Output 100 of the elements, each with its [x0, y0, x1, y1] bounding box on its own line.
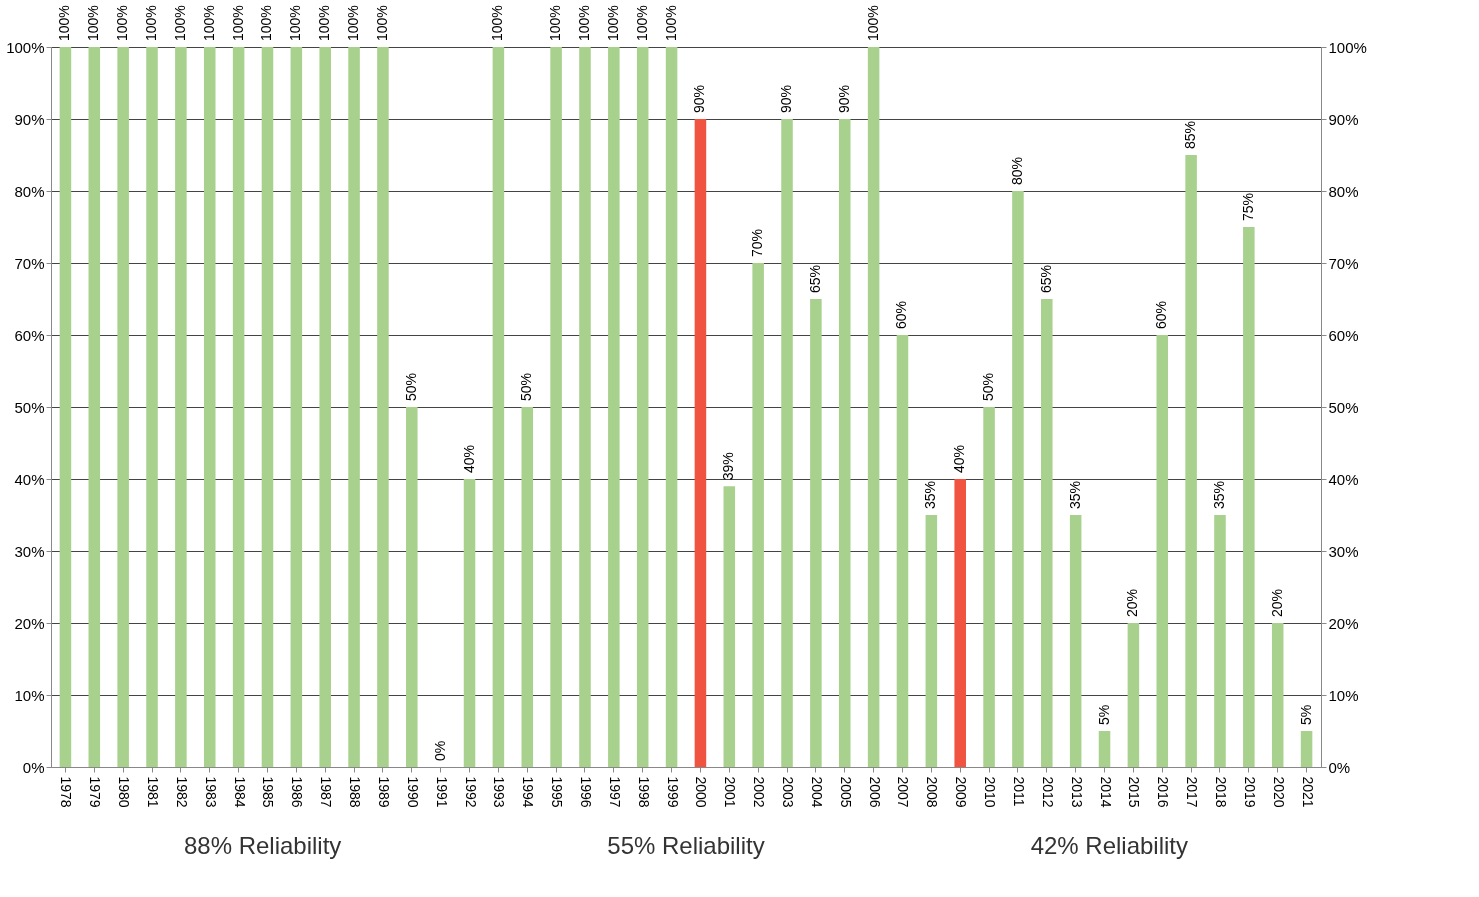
data-label: 100% [373, 5, 390, 41]
bar [838, 119, 851, 767]
bar [1243, 227, 1255, 767]
bar [781, 119, 793, 767]
x-tick-label: 1999 [664, 776, 681, 808]
y-tick-label: 50% [14, 398, 45, 416]
data-label: 60% [893, 300, 910, 329]
data-label: 100% [200, 5, 217, 41]
bar [348, 47, 360, 767]
y-tick-label: 60% [14, 326, 45, 344]
text: 55% Reliability [607, 832, 765, 859]
data-label: 100% [171, 5, 188, 41]
bar [925, 515, 938, 767]
x-tick-label: 1983 [202, 776, 219, 808]
data-label: 100% [258, 5, 275, 41]
x-tick-label: 2001 [722, 776, 739, 808]
x-tick-label: 2018 [1212, 776, 1229, 808]
data-label: 100% [287, 5, 304, 41]
bar [290, 47, 303, 767]
x-tick-label: 1979 [87, 776, 104, 808]
data-label: 100% [604, 5, 621, 41]
data-label: 35% [1066, 480, 1083, 509]
bar [1271, 623, 1284, 767]
x-tick-label: 1989 [375, 776, 392, 808]
x-tick-label: 2011 [1010, 776, 1027, 807]
x-tick-label: 1987 [318, 776, 335, 808]
x-tick-label: 2005 [837, 776, 854, 808]
bar [463, 479, 476, 767]
bar [1098, 731, 1111, 767]
y2-tick-label: 20% [1328, 614, 1359, 632]
x-tick-label: 1991 [433, 776, 450, 808]
y2-tick-label: 70% [1328, 254, 1359, 272]
data-label: 60% [1153, 300, 1170, 329]
bar [579, 47, 591, 767]
y-tick-label: 30% [14, 542, 45, 560]
x-tick-label: 1993 [491, 776, 508, 808]
data-label: 100% [316, 5, 333, 41]
x-tick-label: 1978 [58, 776, 75, 808]
data-label: 35% [1210, 480, 1227, 509]
y-tick-label: 100% [6, 38, 45, 56]
y2-tick-label: 10% [1328, 686, 1359, 704]
y2-tick-label: 80% [1328, 182, 1359, 200]
data-label: 75% [1239, 192, 1256, 221]
bar [59, 47, 72, 767]
bar [1069, 515, 1082, 767]
bar [521, 407, 534, 767]
data-label: 100% [662, 5, 679, 41]
x-tick-label: 2006 [866, 776, 883, 808]
bar [954, 479, 966, 767]
x-tick-label: 2017 [1184, 776, 1201, 808]
x-tick-label: 1982 [173, 776, 190, 808]
bar [1012, 191, 1024, 767]
bar [896, 335, 909, 767]
x-tick-label: 1997 [606, 776, 623, 808]
data-label: 5% [1095, 704, 1112, 725]
y-tick-label: 20% [14, 614, 45, 632]
y-tick-label: 10% [14, 686, 45, 704]
bar [1185, 155, 1197, 767]
bar [1214, 515, 1226, 767]
bar [1300, 731, 1313, 767]
x-tick-label: 1988 [347, 776, 364, 808]
bar [146, 47, 158, 767]
data-label: 5% [1297, 704, 1314, 725]
data-label: 50% [402, 372, 419, 401]
data-label: 100% [143, 5, 160, 41]
bar [319, 47, 331, 767]
x-tick-label: 1986 [289, 776, 306, 808]
bar [203, 47, 216, 767]
data-label: 100% [864, 5, 881, 41]
data-label: 100% [345, 5, 362, 41]
y2-tick-label: 40% [1328, 470, 1359, 488]
y-tick-label: 70% [14, 254, 45, 272]
x-tick-label: 1996 [577, 776, 594, 808]
x-tick-label: 1980 [116, 776, 133, 808]
data-label: 65% [1037, 264, 1054, 293]
text: 42% Reliability [1030, 832, 1189, 859]
data-label: 40% [460, 444, 477, 473]
bar [636, 47, 649, 767]
x-tick-label: 2002 [751, 776, 768, 808]
bar [608, 47, 620, 767]
x-tick-label: 1990 [404, 776, 421, 808]
y2-tick-label: 30% [1328, 542, 1359, 560]
x-tick-label: 1998 [635, 776, 652, 808]
data-label: 50% [980, 372, 997, 401]
data-label: 40% [951, 444, 968, 473]
y2-tick-label: 90% [1328, 110, 1359, 128]
x-tick-label: 2003 [780, 776, 797, 808]
y-tick-label: 80% [14, 182, 45, 200]
bar [983, 407, 995, 767]
bar [1156, 335, 1169, 767]
data-label: 100% [114, 5, 131, 41]
x-tick-label: 2008 [924, 776, 941, 808]
bar [261, 47, 274, 767]
x-tick-label: 2000 [693, 776, 710, 808]
y2-tick-label: 50% [1328, 398, 1359, 416]
bar [694, 119, 707, 767]
data-label: 65% [806, 264, 823, 293]
data-label: 100% [575, 5, 592, 41]
x-tick-label: 1985 [260, 776, 277, 808]
bar [1127, 623, 1140, 767]
